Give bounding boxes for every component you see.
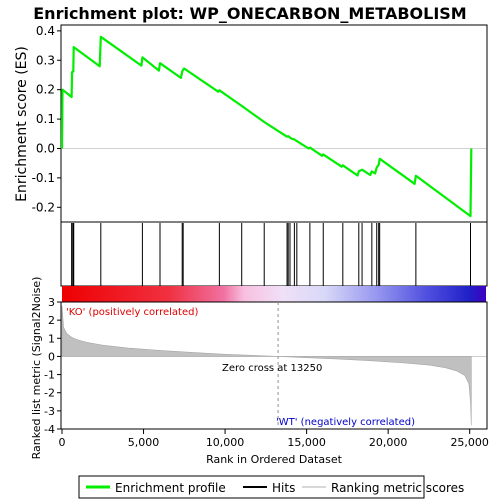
hit-markers bbox=[71, 223, 472, 286]
x-tick-label: 5,000 bbox=[128, 436, 160, 449]
es-y-axis-ticks: -0.2 -0.1 0.0 0.1 0.2 0.3 0.4 bbox=[32, 24, 61, 214]
enrichment-profile-series bbox=[60, 35, 473, 218]
es-y-tick-label: 0.3 bbox=[36, 53, 55, 67]
enrichment-profile-line bbox=[60, 35, 473, 218]
metric-y-axis-ticks: -4 -3 -2 -1 0 1 2 3 bbox=[44, 296, 61, 436]
es-y-tick-label: 0.0 bbox=[36, 141, 55, 155]
metric-y-tick-label: 1 bbox=[48, 332, 55, 345]
metric-y-tick-label: -3 bbox=[44, 405, 55, 418]
legend-label-hits: Hits bbox=[272, 481, 295, 495]
x-tick-label: 25,000 bbox=[450, 436, 489, 449]
es-y-tick-label: -0.2 bbox=[32, 200, 55, 214]
metric-y-tick-label: -2 bbox=[44, 387, 55, 400]
es-y-axis-label: Enrichment score (ES) bbox=[14, 46, 30, 202]
zero-cross-label: Zero cross at 13250 bbox=[222, 363, 322, 374]
positive-correlation-label: 'KO' (positively correlated) bbox=[66, 307, 198, 318]
metric-y-tick-label: 0 bbox=[48, 350, 55, 363]
hits-panel-frame bbox=[60, 221, 488, 287]
metric-y-tick-label: -1 bbox=[44, 369, 55, 382]
legend-label-enrichment-profile: Enrichment profile bbox=[115, 481, 226, 495]
es-y-tick-label: 0.2 bbox=[36, 83, 55, 97]
x-tick-label: 15,000 bbox=[287, 436, 326, 449]
metric-y-axis-label: Ranked list metric (Signal2Noise) bbox=[30, 277, 43, 460]
es-y-tick-label: 0.1 bbox=[36, 112, 55, 126]
metric-y-tick-label: -4 bbox=[44, 423, 55, 436]
metric-y-tick-label: 2 bbox=[48, 314, 55, 327]
x-tick-label: 10,000 bbox=[206, 436, 245, 449]
x-tick-label: 0 bbox=[59, 436, 66, 449]
es-y-tick-label: -0.1 bbox=[32, 171, 55, 185]
x-tick-label: 20,000 bbox=[369, 436, 408, 449]
negative-correlation-label: 'WT' (negatively correlated) bbox=[276, 417, 415, 428]
rank-color-bar bbox=[62, 286, 486, 302]
legend-label-ranking-metric-scores: Ranking metric scores bbox=[331, 481, 464, 495]
es-y-tick-label: 0.4 bbox=[36, 24, 55, 38]
chart-title: Enrichment plot: WP_ONECARBON_METABOLISM bbox=[33, 4, 466, 23]
metric-panel-frame bbox=[60, 301, 488, 430]
x-axis-label: Rank in Ordered Dataset bbox=[206, 453, 343, 466]
x-axis-ticks: 0 5,000 10,000 15,000 20,000 25,000 bbox=[59, 429, 489, 449]
metric-y-tick-label: 3 bbox=[48, 296, 55, 309]
legend: Enrichment profile Hits Ranking metric s… bbox=[78, 475, 464, 499]
